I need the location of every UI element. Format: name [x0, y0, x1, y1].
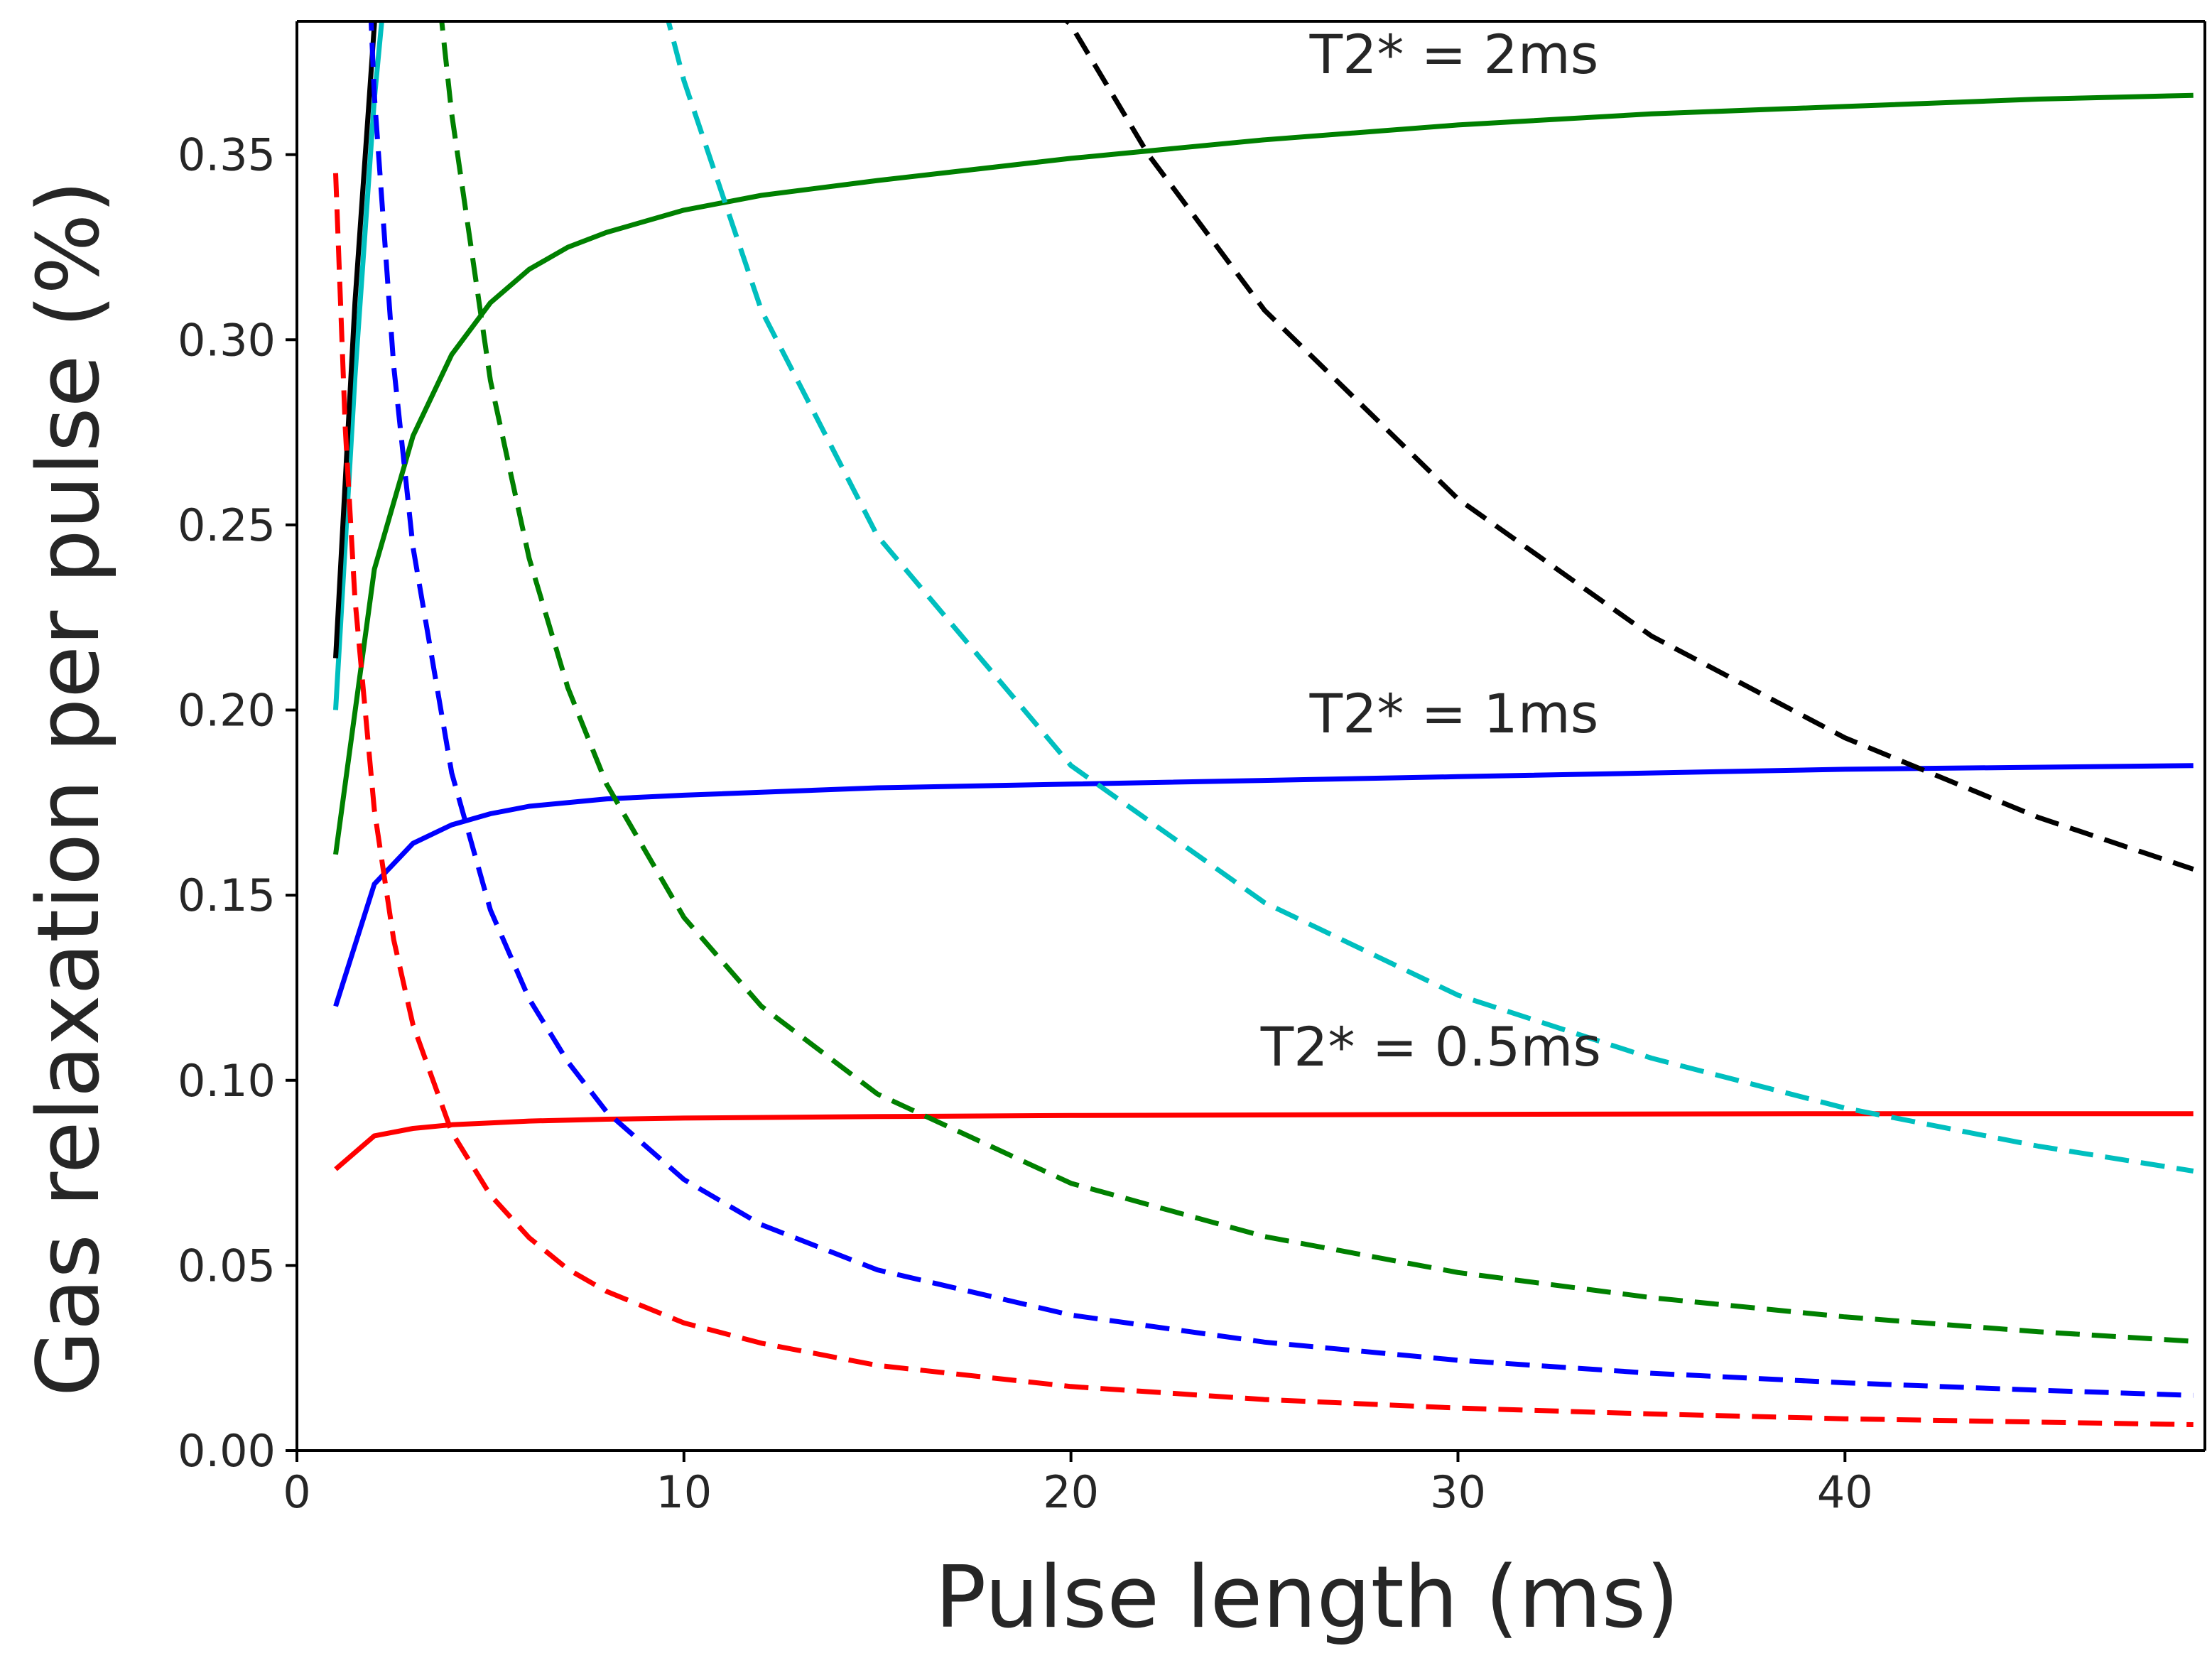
- x-tick-label: 30: [1430, 1466, 1486, 1518]
- series-line-9: [1063, 21, 2194, 872]
- series-line-5: [333, 173, 2194, 1427]
- annotation-t2-2ms: T2* = 2ms: [1309, 23, 1599, 86]
- y-ticks: 0.00 0.05 0.10 0.15 0.20 0.25 0.30 0.35: [178, 129, 297, 1477]
- series-line-1: [333, 763, 2194, 1007]
- series-line-8: [666, 21, 2194, 1174]
- y-tick-label: 0.20: [178, 685, 276, 737]
- annotations: T2* = 2ms T2* = 1ms T2* = 0.5ms: [1260, 23, 1601, 1078]
- series-line-2: [333, 92, 2194, 855]
- series-line-4: [333, 21, 377, 659]
- y-axis-title: Gas relaxation per pulse (%): [20, 180, 119, 1397]
- x-tick-label: 40: [1817, 1466, 1873, 1518]
- series-layer: [333, 21, 2194, 1427]
- y-tick-label: 0.30: [178, 314, 276, 366]
- series-line-0: [334, 1111, 2194, 1171]
- annotation-t2-1ms: T2* = 1ms: [1309, 682, 1599, 745]
- y-tick-label: 0.10: [178, 1055, 276, 1107]
- y-tick-label: 0.05: [178, 1240, 276, 1291]
- series-line-6: [368, 21, 2194, 1398]
- y-tick-label: 0.15: [178, 870, 276, 921]
- x-ticks: 0 10 20 30 40: [283, 1451, 1873, 1518]
- x-tick-label: 0: [283, 1466, 310, 1518]
- x-tick-label: 20: [1043, 1466, 1099, 1518]
- annotation-t2-05ms: T2* = 0.5ms: [1260, 1015, 1601, 1078]
- y-tick-label: 0.25: [178, 499, 276, 551]
- y-tick-label: 0.00: [178, 1425, 276, 1477]
- series-line-7: [439, 21, 2194, 1344]
- y-tick-label: 0.35: [178, 129, 276, 181]
- x-tick-label: 10: [656, 1466, 712, 1518]
- axes-frame: [296, 20, 2206, 1452]
- series-line-3: [333, 21, 384, 710]
- x-axis-title: Pulse length (ms): [935, 1549, 1679, 1647]
